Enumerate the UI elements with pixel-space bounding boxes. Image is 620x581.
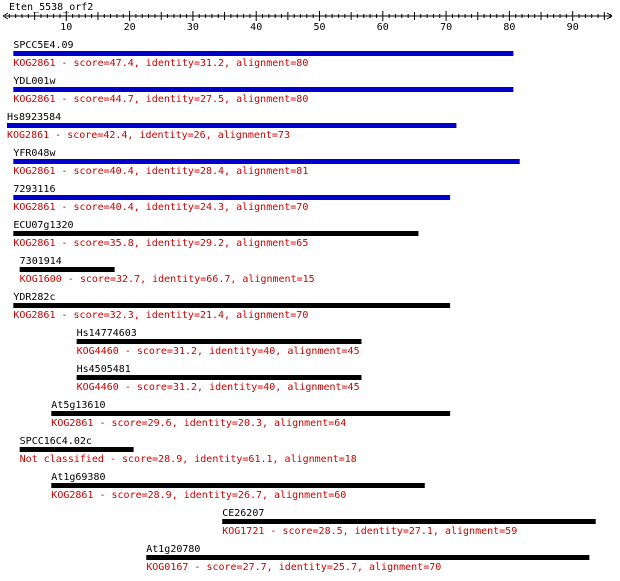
hit-name-link[interactable]: SPCC5E4.09 (13, 40, 73, 51)
hit-description: KOG2861 - score=44.7, identity=27.5, ali… (13, 94, 308, 105)
hit-name-link[interactable]: At5g13610 (51, 400, 105, 411)
axis-tick-label: 20 (124, 22, 136, 33)
hit-name-link[interactable]: SPCC16C4.02c (20, 436, 92, 447)
axis-tick-label: 60 (377, 22, 389, 33)
hit-name-link[interactable]: YFR048w (13, 148, 56, 159)
hit-row[interactable]: SPCC16C4.02c Not classified - score=28.9,… (19, 436, 357, 465)
hit-name-link[interactable]: 7301914 (20, 256, 62, 267)
hit-row[interactable]: At1g69380 KOG2861 - score=28.9, identity=… (51, 472, 425, 501)
hit-description: KOG0167 - score=27.7, identity=25.7, ali… (146, 562, 441, 573)
position-axis: 10 20 30 40 50 60 70 80 90 (2, 11, 613, 33)
hit-row[interactable]: YDR282c KOG2861 - score=32.3, identity=21… (13, 292, 451, 321)
hit-name-link[interactable]: Hs14774603 (77, 328, 137, 339)
hit-name-link[interactable]: Hs8923584 (7, 112, 61, 123)
axis-tick-label: 70 (440, 22, 452, 33)
hit-description: KOG4460 - score=31.2, identity=40, align… (77, 346, 360, 357)
hit-row[interactable]: At5g13610 KOG2861 - score=29.6, identity=… (51, 400, 451, 429)
hit-name-link[interactable]: YDL001w (13, 76, 56, 87)
hit-row[interactable]: Hs8923584 KOG2861 - score=42.4, identity=… (7, 112, 457, 141)
hit-row[interactable]: 7293116 KOG2861 - score=40.4, identity=24… (13, 184, 451, 213)
hit-alignment-bar[interactable] (13, 51, 514, 56)
hit-alignment-bar[interactable] (13, 159, 520, 164)
hit-name-link[interactable]: 7293116 (13, 184, 55, 195)
hit-description: KOG2861 - score=40.4, identity=24.3, ali… (13, 202, 308, 213)
hit-list: SPCC5E4.09 KOG2861 - score=47.4, identity… (7, 40, 596, 573)
hit-description: Not classified - score=28.9, identity=61… (20, 454, 357, 465)
hit-name-link[interactable]: YDR282c (13, 292, 55, 303)
hit-alignment-bar[interactable] (76, 375, 362, 380)
query-title: Eten_5538_orf2 (9, 2, 93, 13)
hit-alignment-bar[interactable] (13, 195, 451, 200)
hit-row[interactable]: 7301914 KOG1600 - score=32.7, identity=66… (19, 256, 315, 285)
hit-row[interactable]: ECU07g1320 KOG2861 - score=35.8, identity… (13, 220, 419, 249)
hit-alignment-bar[interactable] (51, 483, 425, 488)
hit-alignment-bar[interactable] (19, 447, 134, 452)
hit-name-link[interactable]: CE26207 (222, 508, 264, 519)
hit-alignment-bar[interactable] (76, 339, 362, 344)
axis-tick-label: 80 (503, 22, 515, 33)
hit-row[interactable]: At1g20780 KOG0167 - score=27.7, identity=… (146, 544, 590, 573)
hit-alignment-bar[interactable] (13, 87, 514, 92)
hit-alignment-bar[interactable] (51, 411, 451, 416)
hit-row[interactable]: Hs14774603 KOG4460 - score=31.2, identity… (76, 328, 362, 357)
axis-tick-label: 50 (313, 22, 325, 33)
hit-alignment-bar[interactable] (7, 123, 457, 128)
hit-name-link[interactable]: ECU07g1320 (13, 220, 73, 231)
hit-alignment-bar[interactable] (222, 519, 596, 524)
hit-description: KOG2861 - score=42.4, identity=26, align… (7, 130, 290, 141)
axis-tick-label: 40 (250, 22, 262, 33)
hit-description: KOG4460 - score=31.2, identity=40, align… (77, 382, 360, 393)
hit-description: KOG1721 - score=28.5, identity=27.1, ali… (222, 526, 517, 537)
hit-description: KOG1600 - score=32.7, identity=66.7, ali… (20, 274, 315, 285)
axis-tick-label: 10 (60, 22, 72, 33)
hit-name-link[interactable]: Hs4505481 (77, 364, 131, 375)
hit-row[interactable]: SPCC5E4.09 KOG2861 - score=47.4, identity… (13, 40, 514, 69)
hit-alignment-bar[interactable] (13, 231, 419, 236)
hit-alignment-bar[interactable] (146, 555, 590, 560)
hit-description: KOG2861 - score=47.4, identity=31.2, ali… (13, 58, 308, 69)
hit-description: KOG2861 - score=32.3, identity=21.4, ali… (13, 310, 308, 321)
hit-description: KOG2861 - score=28.9, identity=26.7, ali… (51, 490, 346, 501)
hit-description: KOG2861 - score=40.4, identity=28.4, ali… (13, 166, 308, 177)
hit-row[interactable]: YDL001w KOG2861 - score=44.7, identity=27… (13, 76, 514, 105)
axis-arrow-left-icon (2, 12, 9, 20)
hit-row[interactable]: Hs4505481 KOG4460 - score=31.2, identity=… (76, 364, 362, 393)
axis-tick-label: 90 (567, 22, 579, 33)
hit-description: KOG2861 - score=35.8, identity=29.2, ali… (13, 238, 308, 249)
hit-row[interactable]: CE26207 KOG1721 - score=28.5, identity=27… (222, 508, 596, 537)
hit-alignment-bar[interactable] (19, 267, 115, 272)
hit-name-link[interactable]: At1g69380 (51, 472, 105, 483)
hit-alignment-bar[interactable] (13, 303, 451, 308)
axis-tick-label: 30 (187, 22, 199, 33)
hit-row[interactable]: YFR048w KOG2861 - score=40.4, identity=28… (13, 148, 520, 177)
hit-name-link[interactable]: At1g20780 (146, 544, 200, 555)
hit-description: KOG2861 - score=29.6, identity=20.3, ali… (51, 418, 346, 429)
